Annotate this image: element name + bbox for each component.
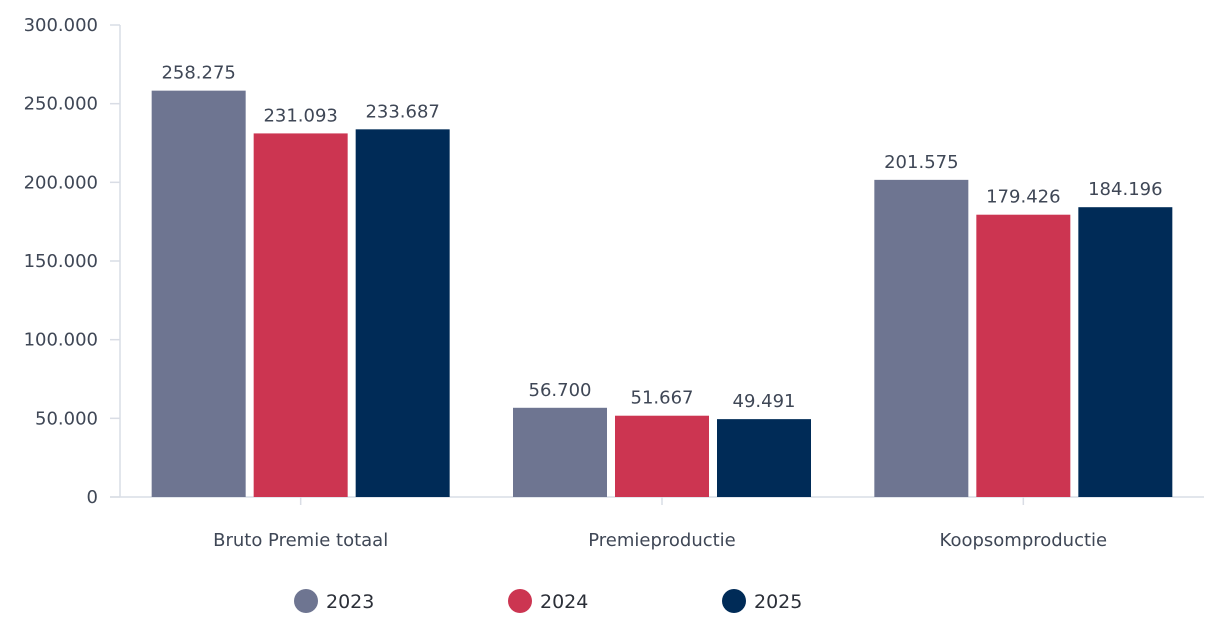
data-label: 49.491 xyxy=(733,391,796,412)
y-tick-label: 50.000 xyxy=(35,408,98,429)
y-tick-label: 300.000 xyxy=(24,15,98,36)
x-category-label: Premieproductie xyxy=(588,530,736,551)
bar-2025[interactable] xyxy=(355,129,450,497)
bar-2024[interactable] xyxy=(976,214,1071,497)
y-tick-label: 250.000 xyxy=(24,94,98,115)
data-label: 179.426 xyxy=(986,187,1060,208)
y-tick-label: 0 xyxy=(87,487,98,508)
y-axis: 0 50.000 100.000 150.000 200.000 250.000 300.0… xyxy=(24,15,121,508)
data-label: 201.575 xyxy=(884,152,958,173)
legend-item-2023[interactable]: 2023 xyxy=(294,589,374,613)
legend-label: 2024 xyxy=(540,591,588,613)
bar-2024[interactable] xyxy=(253,133,348,497)
x-category-label: Bruto Premie totaal xyxy=(213,530,388,551)
data-label: 56.700 xyxy=(529,380,592,401)
data-label: 258.275 xyxy=(161,63,235,84)
data-label: 233.687 xyxy=(365,101,439,122)
x-axis: Bruto Premie totaal Premieproductie Koopso… xyxy=(110,496,1204,551)
legend-swatch xyxy=(294,589,318,613)
bars xyxy=(151,90,1173,497)
y-tick-label: 200.000 xyxy=(24,172,98,193)
y-tick-label: 100.000 xyxy=(24,330,98,351)
legend[interactable]: 2023 2024 2025 xyxy=(294,589,802,613)
bar-2025[interactable] xyxy=(717,419,811,497)
legend-item-2024[interactable]: 2024 xyxy=(508,589,588,613)
y-tick-label: 150.000 xyxy=(24,251,98,272)
data-label: 184.196 xyxy=(1088,179,1162,200)
legend-swatch xyxy=(508,589,532,613)
data-label: 231.093 xyxy=(263,105,337,126)
legend-item-2025[interactable]: 2025 xyxy=(722,589,802,613)
legend-label: 2023 xyxy=(326,591,374,613)
bar-2023[interactable] xyxy=(513,407,607,497)
x-category-label: Koopsomproductie xyxy=(940,530,1108,551)
bar-2023[interactable] xyxy=(151,90,246,497)
data-label: 51.667 xyxy=(631,388,694,409)
bar-2023[interactable] xyxy=(874,179,969,497)
bar-2024[interactable] xyxy=(615,415,709,497)
legend-swatch xyxy=(722,589,746,613)
legend-label: 2025 xyxy=(754,591,802,613)
data-labels: 258.275 231.093 233.687 56.700 51.667 49.491 2… xyxy=(161,63,1162,412)
bar-2025[interactable] xyxy=(1078,207,1173,497)
